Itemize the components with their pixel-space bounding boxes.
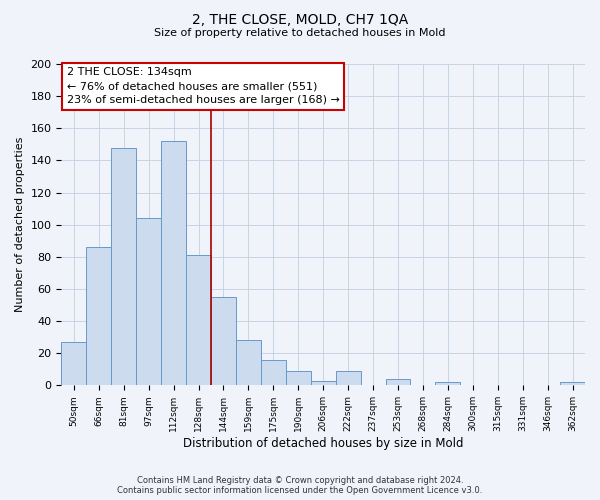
Bar: [286, 371, 311, 386]
Bar: [186, 255, 211, 386]
Bar: [436, 382, 460, 386]
Text: Size of property relative to detached houses in Mold: Size of property relative to detached ho…: [154, 28, 446, 38]
Bar: [111, 148, 136, 386]
Text: 2 THE CLOSE: 134sqm
← 76% of detached houses are smaller (551)
23% of semi-detac: 2 THE CLOSE: 134sqm ← 76% of detached ho…: [67, 67, 340, 105]
Bar: [86, 247, 111, 386]
Bar: [560, 382, 585, 386]
Bar: [136, 218, 161, 386]
Y-axis label: Number of detached properties: Number of detached properties: [15, 137, 25, 312]
Bar: [211, 297, 236, 386]
Bar: [236, 340, 261, 386]
Bar: [311, 380, 335, 386]
Bar: [386, 379, 410, 386]
Bar: [161, 141, 186, 386]
Bar: [261, 360, 286, 386]
X-axis label: Distribution of detached houses by size in Mold: Distribution of detached houses by size …: [183, 437, 463, 450]
Text: Contains HM Land Registry data © Crown copyright and database right 2024.
Contai: Contains HM Land Registry data © Crown c…: [118, 476, 482, 495]
Bar: [335, 371, 361, 386]
Text: 2, THE CLOSE, MOLD, CH7 1QA: 2, THE CLOSE, MOLD, CH7 1QA: [192, 12, 408, 26]
Bar: [61, 342, 86, 386]
